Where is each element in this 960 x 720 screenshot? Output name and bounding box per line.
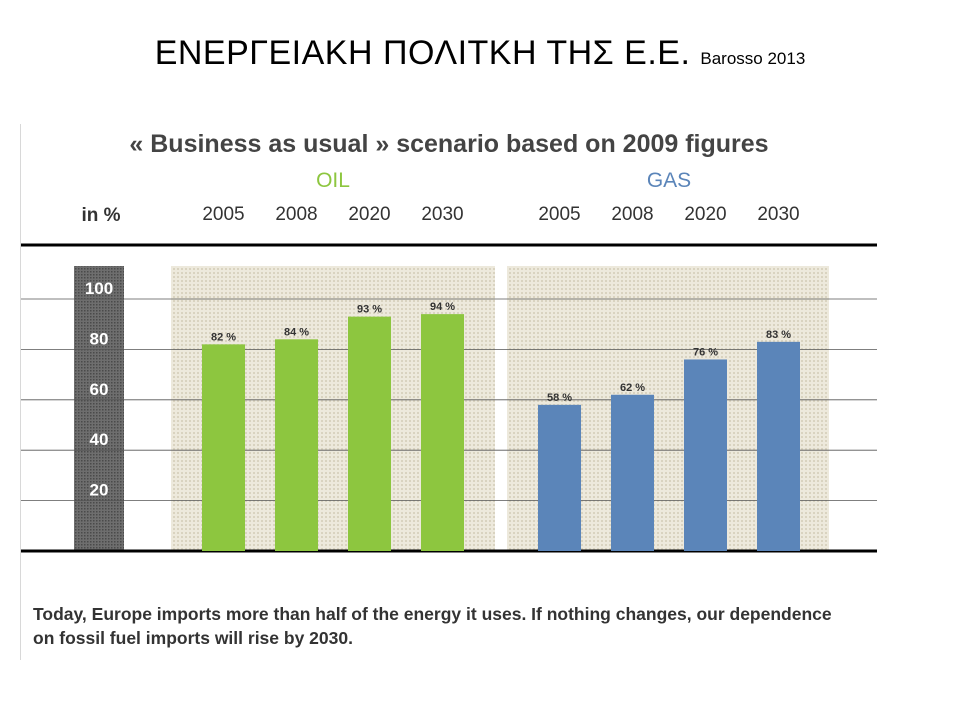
gas-bar-2020 (684, 359, 727, 551)
gas-value-label: 62 % (620, 382, 645, 394)
slide-title-main: ΕΝΕΡΓΕΙΑΚΗ ΠΟΛΙΤΚΗ ΤΗΣ Ε.Ε. (154, 34, 691, 72)
oil-year-label: 2005 (202, 204, 244, 225)
oil-bar-2005 (202, 344, 245, 551)
gas-year-label: 2008 (611, 204, 653, 225)
gas-bar-2030 (757, 341, 800, 551)
gas-group-label: GAS (647, 169, 691, 192)
bar-chart: 100 80 60 40 20 in % OIL 82 % 2005 84 % 2008 93 % 20… (21, 169, 877, 553)
chart-panel: « Business as usual » scenario based on … (20, 124, 877, 660)
oil-value-label: 94 % (430, 301, 455, 313)
oil-value-label: 82 % (211, 331, 236, 343)
oil-bar-2030 (421, 314, 464, 551)
gas-bar-2005 (538, 404, 581, 551)
oil-value-label: 84 % (284, 326, 309, 338)
oil-year-label: 2030 (421, 204, 463, 225)
gas-value-label: 83 % (766, 329, 791, 341)
oil-year-label: 2008 (275, 204, 317, 225)
slide-title-source: Barosso 2013 (700, 49, 806, 68)
gas-year-label: 2030 (757, 204, 799, 225)
y-axis-band (74, 266, 124, 551)
gas-value-label: 76 % (693, 346, 718, 358)
gas-bar-2008 (611, 394, 654, 551)
slide-title: ΕΝΕΡΓΕΙΑΚΗ ΠΟΛΙΤΚΗ ΤΗΣ Ε.Ε. Barosso 2013 (0, 34, 960, 73)
oil-bar-2008 (275, 339, 318, 551)
chart-title: « Business as usual » scenario based on … (129, 130, 769, 158)
oil-group-label: OIL (316, 169, 350, 192)
y-tick-label: 40 (90, 430, 109, 449)
chart-footnote: Today, Europe imports more than half of … (33, 604, 832, 648)
gas-value-label: 58 % (547, 392, 572, 404)
oil-bar-2020 (348, 316, 391, 551)
y-axis-unit: in % (81, 205, 120, 226)
y-tick-label: 60 (90, 380, 109, 399)
gas-year-label: 2020 (684, 204, 726, 225)
gas-year-label: 2005 (538, 204, 580, 225)
y-tick-label: 20 (90, 481, 109, 500)
oil-year-label: 2020 (348, 204, 390, 225)
y-tick-label: 80 (90, 329, 109, 348)
oil-value-label: 93 % (357, 304, 382, 316)
y-tick-label: 100 (85, 279, 113, 298)
